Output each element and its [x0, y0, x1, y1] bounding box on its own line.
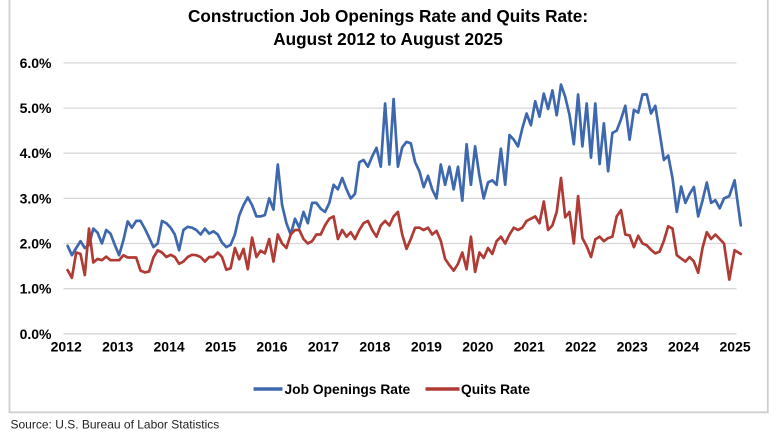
svg-text:Job Openings Rate: Job Openings Rate — [285, 382, 411, 397]
svg-text:2014: 2014 — [154, 339, 185, 355]
svg-text:1.0%: 1.0% — [20, 281, 52, 297]
svg-text:2.0%: 2.0% — [20, 236, 52, 252]
svg-text:2015: 2015 — [205, 339, 236, 355]
svg-text:Quits Rate: Quits Rate — [461, 382, 530, 397]
svg-text:2016: 2016 — [256, 339, 287, 355]
svg-text:Source: U.S. Bureau of Labor S: Source: U.S. Bureau of Labor Statistics — [11, 418, 220, 432]
svg-text:4.0%: 4.0% — [20, 145, 52, 161]
svg-text:2012: 2012 — [51, 339, 82, 355]
svg-text:2022: 2022 — [565, 339, 596, 355]
svg-text:Construction Job Openings Rate: Construction Job Openings Rate and Quits… — [188, 6, 588, 26]
svg-text:5.0%: 5.0% — [20, 100, 52, 116]
svg-text:2023: 2023 — [617, 339, 648, 355]
svg-text:2024: 2024 — [668, 339, 699, 355]
svg-text:2013: 2013 — [102, 339, 133, 355]
svg-text:2021: 2021 — [514, 339, 545, 355]
svg-text:6.0%: 6.0% — [20, 55, 52, 71]
svg-text:August 2012 to August 2025: August 2012 to August 2025 — [273, 29, 503, 49]
svg-text:2020: 2020 — [462, 339, 493, 355]
svg-text:3.0%: 3.0% — [20, 190, 52, 206]
svg-text:2025: 2025 — [720, 339, 751, 355]
svg-text:0.0%: 0.0% — [20, 326, 52, 342]
svg-text:2019: 2019 — [411, 339, 442, 355]
svg-text:2018: 2018 — [359, 339, 390, 355]
svg-text:2017: 2017 — [308, 339, 339, 355]
